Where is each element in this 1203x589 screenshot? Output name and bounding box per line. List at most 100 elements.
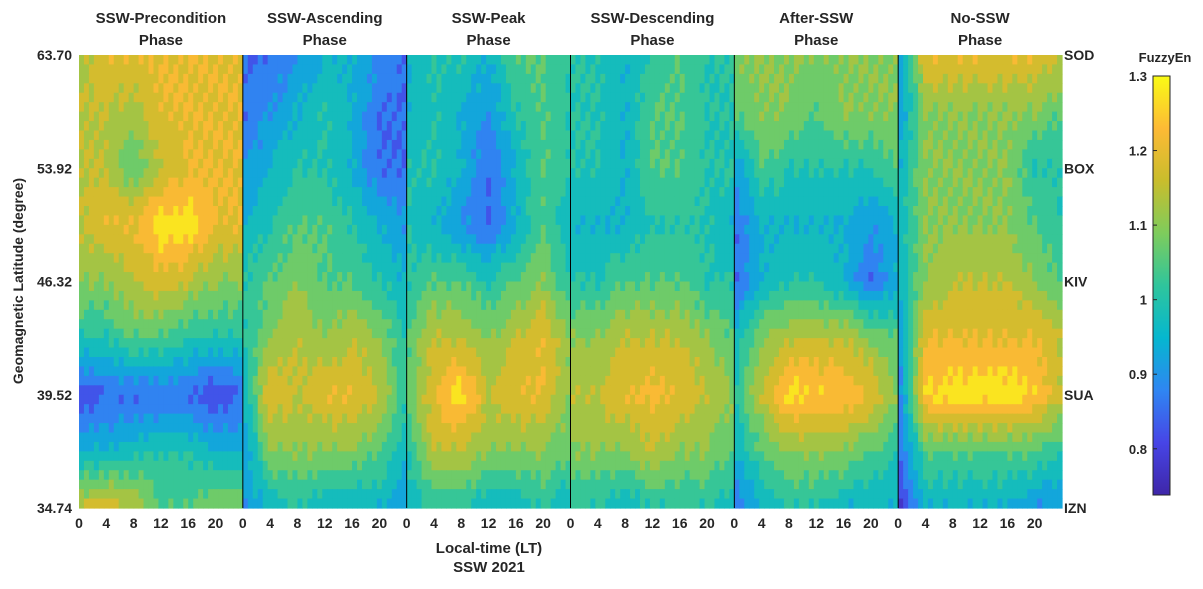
heat-cell [555,149,562,160]
heat-cell [193,498,199,509]
heat-cell [411,470,418,481]
heat-cell [292,187,299,198]
heat-cell [704,102,711,113]
heat-cell [441,149,447,160]
heat-cell [257,300,264,311]
heat-cell [550,130,557,141]
heat-cell [332,347,338,358]
heat-cell [188,177,194,188]
heat-cell [317,224,323,235]
heat-cell [317,357,323,368]
heat-cell [153,224,160,235]
heat-cell [302,347,308,358]
heat-cell [113,262,120,273]
heat-cell [237,196,244,207]
heat-cell [496,432,502,443]
heat-cell [486,177,492,188]
heat-cell [381,413,388,424]
heat-cell [376,432,383,443]
heat-cell [247,385,254,396]
heat-cell [451,149,457,160]
heat-cell [79,139,85,150]
heat-cell [123,498,130,509]
heat-cell [83,215,90,226]
heat-cell [570,111,577,122]
heat-cell [401,102,408,113]
heat-cell [347,413,353,424]
heat-cell [441,234,447,245]
heat-cell [183,441,189,452]
heat-cell [222,366,229,377]
heat-cell [218,319,224,330]
heat-cell [500,338,507,349]
heat-cell [79,73,85,84]
heat-cell [252,187,259,198]
heat-cell [218,158,224,169]
heat-cell [535,158,542,169]
heat-cell [128,441,135,452]
heat-cell [530,375,537,386]
heat-cell [337,385,343,396]
heat-cell [510,328,517,339]
heat-cell [272,366,279,377]
heat-cell [138,451,145,462]
heat-cell [312,423,318,434]
heat-cell [381,253,388,264]
heat-cell [486,196,492,207]
heat-cell [401,290,408,301]
heat-cell [163,451,169,462]
heat-cell [540,470,547,481]
heat-cell [257,432,264,443]
heat-cell [128,357,135,368]
heat-cell [535,375,542,386]
heat-cell [431,394,438,405]
heat-cell [332,102,338,113]
heat-cell [252,319,259,330]
heat-cell [535,253,542,264]
heat-cell [79,121,85,132]
heat-cell [555,441,562,452]
heat-cell [505,111,512,122]
heat-cell [560,206,567,217]
heat-cell [411,413,418,424]
heat-cell [163,432,169,443]
heat-cell [302,92,308,103]
heat-cell [530,92,537,103]
heat-cell [98,158,105,169]
heat-cell [113,224,120,235]
heat-cell [297,460,303,471]
heat-cell [227,121,234,132]
heat-cell [267,441,274,452]
heat-cell [272,158,279,169]
heat-cell [213,404,219,415]
heat-cell [247,196,254,207]
heat-cell [213,366,219,377]
heat-cell [188,272,194,283]
heat-cell [396,73,403,84]
heat-cell [401,262,408,273]
heat-cell [337,177,343,188]
heat-cell [262,272,269,283]
heat-cell [416,338,423,349]
heat-cell [287,347,294,358]
heat-cell [496,92,502,103]
heat-cell [138,92,145,103]
heat-cell [163,385,169,396]
heat-cell [550,460,557,471]
heat-cell [153,206,160,217]
heat-cell [361,272,368,283]
heat-cell [168,394,174,405]
heat-cell [247,357,254,368]
heat-cell [466,55,472,66]
heat-cell [466,158,472,169]
heat-cell [496,215,502,226]
heat-cell [486,55,492,66]
heat-cell [347,404,353,415]
heat-cell [193,479,199,490]
heat-cell [391,498,398,509]
heat-cell [272,479,279,490]
heat-cell [327,479,333,490]
heat-cell [540,149,547,160]
heat-cell [208,121,214,132]
heat-cell [138,139,145,150]
